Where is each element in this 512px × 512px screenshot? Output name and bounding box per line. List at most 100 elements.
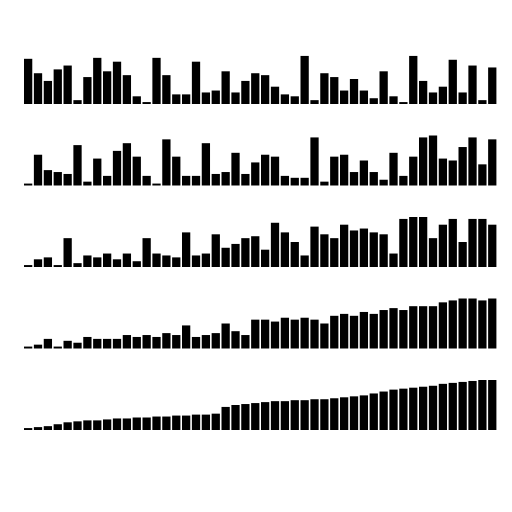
bar [201,335,211,349]
bar [270,401,280,430]
bar [53,172,62,186]
bar [359,228,369,267]
bar [399,102,408,104]
bar [211,234,220,267]
bar [409,387,418,430]
bar [428,92,438,104]
bar [419,386,428,430]
bar [24,183,33,186]
bar [53,346,62,349]
bar [132,96,141,104]
bar [349,172,359,186]
bar [310,226,319,267]
bar [93,338,102,349]
bar [340,397,349,430]
bar [330,398,339,430]
bar [33,344,43,349]
bar [340,154,349,186]
bar [122,418,132,430]
bar [458,242,467,267]
bar [221,323,230,349]
bar [330,238,339,267]
bar [300,317,309,349]
bar [330,156,339,186]
bar [468,137,477,186]
bar [211,413,220,430]
bar [221,406,230,430]
bar [172,94,181,104]
bar [419,137,428,186]
bar [43,257,53,267]
bar [369,393,378,430]
bar [43,80,53,104]
bar [182,415,191,430]
bar [251,236,260,267]
bar [241,404,250,430]
bar [24,265,33,267]
bar [83,255,92,267]
bar [24,346,33,349]
bar [458,381,467,430]
bar [191,175,201,186]
bar [340,313,349,349]
bar [132,336,141,349]
bar [132,156,141,186]
bar [142,238,151,267]
bar [270,86,280,104]
bar [280,317,290,349]
bar [428,306,438,349]
bar [201,92,211,104]
bar [428,385,438,430]
bar [290,319,299,349]
bar [83,420,92,430]
bar [419,80,428,104]
bar [280,94,290,104]
bar [231,405,240,430]
bar [152,253,161,267]
bar [359,395,369,430]
bar [182,175,191,186]
bar [409,156,418,186]
bar [172,257,181,267]
bar [152,416,161,430]
bar [290,177,299,186]
bar [24,58,33,104]
bar [478,380,487,430]
bar [409,55,418,104]
bar [93,257,102,267]
bar [349,79,359,104]
bar [399,218,408,267]
bar [488,139,497,186]
bar [231,152,240,186]
bar [458,147,467,186]
bar [211,333,220,349]
bar [261,402,270,430]
bar [379,234,388,267]
bar [211,173,220,186]
bar [191,336,201,349]
bar [448,59,457,104]
bar [53,69,62,104]
bar [399,175,408,186]
bar [448,160,457,186]
bar [162,255,171,267]
bar [251,73,260,104]
bar [458,298,467,349]
bar [478,300,487,349]
bar [83,181,92,186]
bar [251,319,260,349]
bar [478,218,487,267]
bar [261,319,270,349]
bar [112,150,122,186]
bar [310,137,319,186]
bar [33,259,43,267]
bar [182,325,191,349]
bar [112,61,122,104]
bar [438,158,448,186]
bar [53,424,62,430]
bar [438,86,448,104]
bar [103,175,112,186]
bar [261,154,270,186]
bar [448,218,457,267]
bar [231,243,240,267]
